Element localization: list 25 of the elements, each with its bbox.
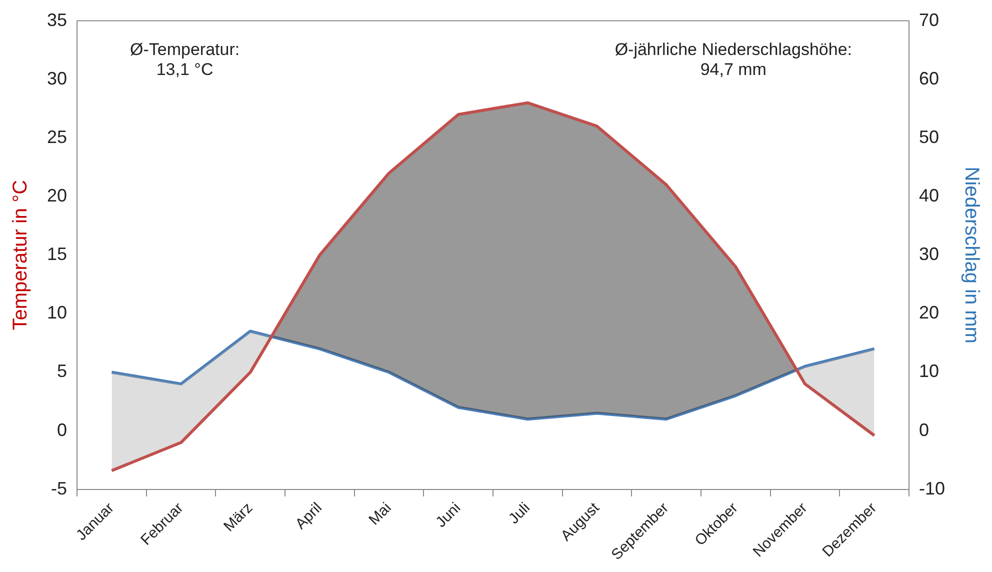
y2-tick-label: 40 bbox=[918, 185, 940, 206]
y-tick-label: 25 bbox=[46, 126, 68, 147]
y2-tick-label: 60 bbox=[918, 68, 940, 88]
x-tick-label: Juni bbox=[432, 499, 464, 531]
y2-axis-title: Niederschlag in mm bbox=[960, 166, 982, 344]
y2-tick-label: 10 bbox=[918, 361, 940, 382]
y-tick-label: -5 bbox=[51, 478, 68, 498]
y-tick-label: 5 bbox=[57, 361, 68, 382]
y2-tick-label: 30 bbox=[918, 244, 940, 264]
y-tick-label: 0 bbox=[57, 420, 68, 440]
y2-tick-label: 0 bbox=[918, 420, 929, 440]
y-tick-label: 30 bbox=[46, 68, 68, 88]
y2-tick-label: 20 bbox=[918, 302, 940, 323]
y-tick-label: 15 bbox=[46, 244, 68, 264]
x-tick-label: Juli bbox=[505, 499, 534, 528]
y-axis-title: Temperatur in °C bbox=[10, 180, 32, 330]
y2-tick-label: 70 bbox=[918, 10, 940, 30]
y2-tick-label: 50 bbox=[918, 126, 940, 147]
y-tick-label: 35 bbox=[46, 10, 68, 30]
annotation: Ø-Temperatur: 13,1 °C bbox=[130, 40, 240, 80]
y-tick-label: 10 bbox=[46, 302, 68, 323]
x-tick-label: Mai bbox=[366, 499, 395, 529]
y-tick-label: 20 bbox=[46, 185, 68, 206]
y2-tick-label: -10 bbox=[918, 478, 945, 498]
annotation: Ø-jährliche Niederschlagshöhe: 94,7 mm bbox=[614, 40, 852, 80]
